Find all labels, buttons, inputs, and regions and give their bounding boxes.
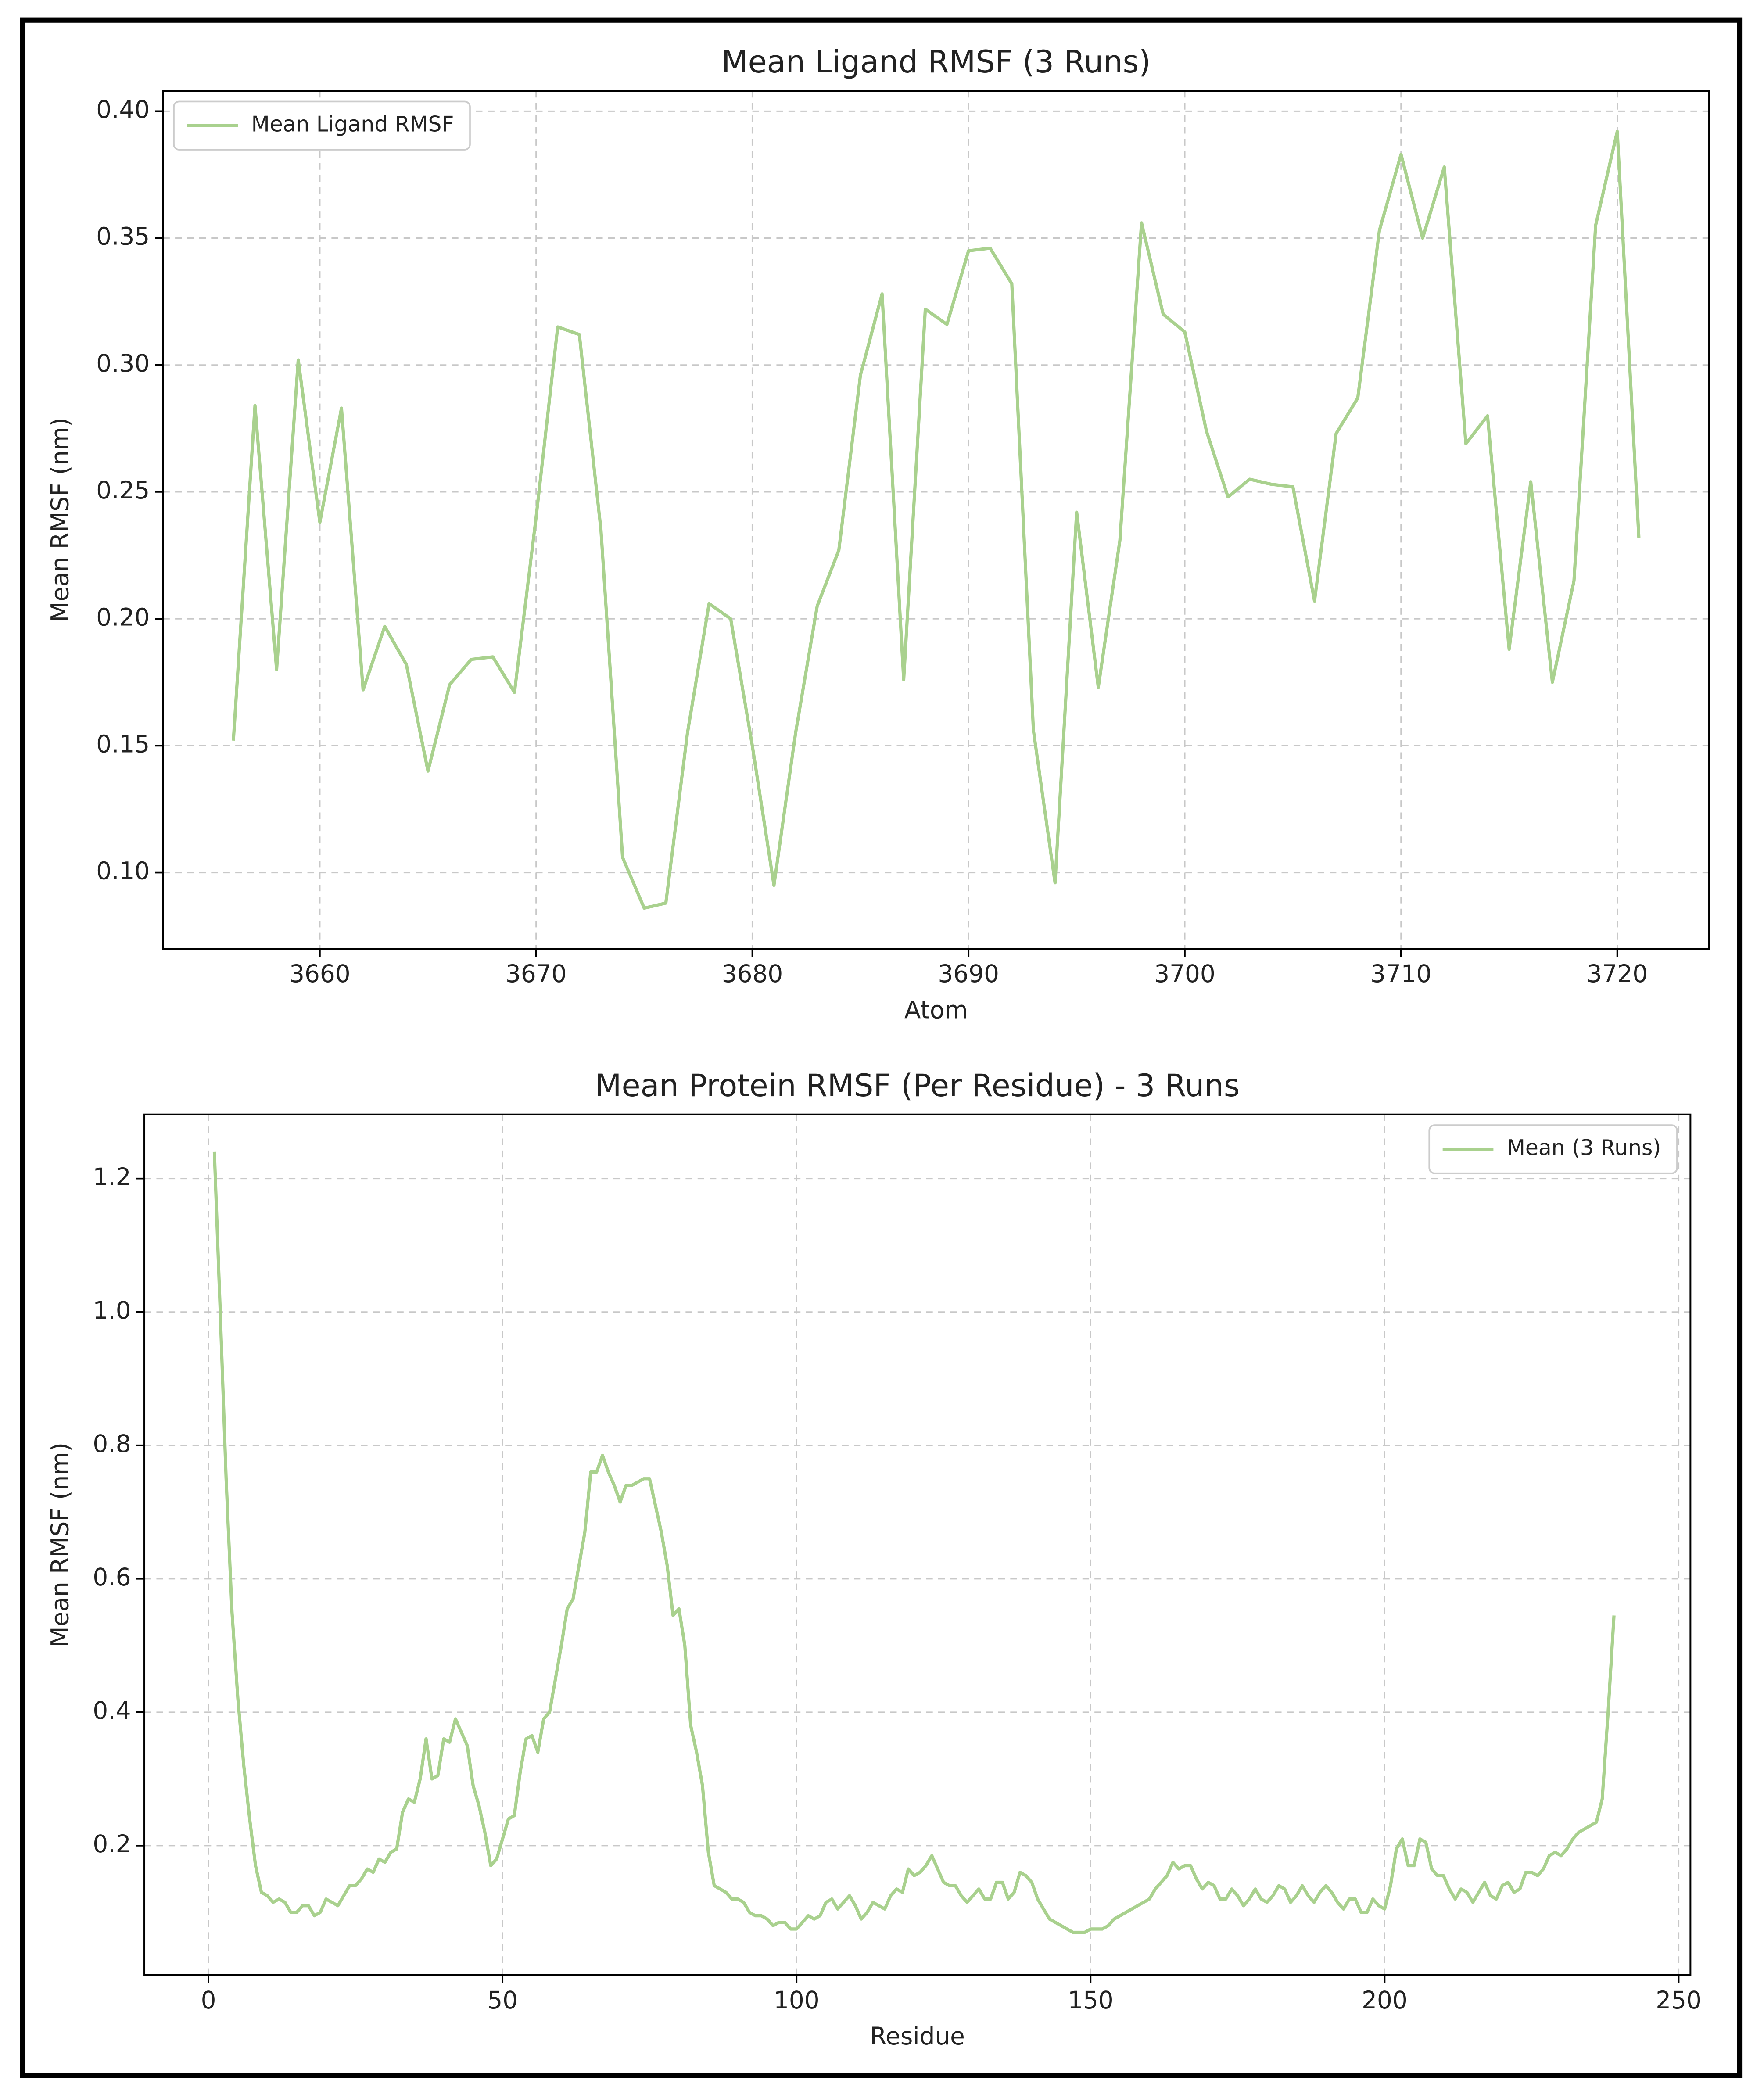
- x-tick-label: 3680: [722, 960, 783, 988]
- y-tick-label: 1.0: [93, 1296, 131, 1324]
- y-tick-label: 0.25: [96, 476, 150, 504]
- legend-label: Mean Ligand RMSF: [251, 112, 454, 136]
- x-tick-label: 3700: [1154, 960, 1215, 988]
- legend: [173, 100, 471, 151]
- x-tick-label: 250: [1656, 1986, 1702, 2014]
- y-tick-label: 0.40: [96, 95, 150, 123]
- x-axis-label: Atom: [904, 996, 968, 1024]
- plot-frame: [162, 90, 1710, 950]
- x-axis-label: Residue: [870, 2022, 965, 2050]
- y-tick-label: 0.6: [93, 1563, 131, 1591]
- y-axis-label: Mean RMSF (nm): [46, 1442, 74, 1647]
- x-tick-label: 100: [774, 1986, 820, 2014]
- y-tick-label: 0.8: [93, 1430, 131, 1458]
- y-tick-label: 0.15: [96, 730, 150, 758]
- y-tick-label: 0.30: [96, 349, 150, 377]
- y-tick-label: 1.2: [93, 1163, 131, 1191]
- y-tick-label: 0.20: [96, 603, 150, 631]
- y-tick-label: 0.35: [96, 222, 150, 251]
- frame: [20, 17, 1743, 2078]
- legend: [1428, 1124, 1678, 1174]
- x-tick-label: 200: [1362, 1986, 1408, 2014]
- x-tick-label: 3690: [938, 960, 999, 988]
- x-tick-label: 3660: [289, 960, 350, 988]
- x-tick-label: 0: [201, 1986, 216, 2014]
- legend-label: Mean (3 Runs): [1507, 1136, 1661, 1160]
- x-tick-label: 150: [1068, 1986, 1114, 2014]
- x-tick-label: 3720: [1587, 960, 1648, 988]
- x-tick-label: 50: [487, 1986, 518, 2014]
- y-axis-label: Mean RMSF (nm): [46, 417, 74, 622]
- x-tick-label: 3670: [506, 960, 566, 988]
- chart-title: Mean Protein RMSF (Per Residue) - 3 Runs: [595, 1068, 1240, 1104]
- data-line: [212, 1151, 1616, 1934]
- y-tick-label: 0.2: [93, 1830, 131, 1858]
- data-line: [232, 129, 1641, 910]
- chart-title: Mean Ligand RMSF (3 Runs): [721, 44, 1151, 80]
- y-tick-label: 0.4: [93, 1696, 131, 1725]
- x-tick-label: 3710: [1370, 960, 1431, 988]
- y-tick-label: 0.10: [96, 857, 150, 885]
- plot-frame: [143, 1113, 1692, 1976]
